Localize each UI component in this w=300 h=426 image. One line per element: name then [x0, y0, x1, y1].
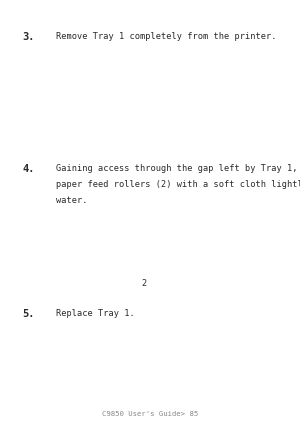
Text: water.: water.: [56, 196, 87, 205]
Text: Gaining access through the gap left by Tray 1, wipe the 3: Gaining access through the gap left by T…: [56, 164, 300, 173]
Text: 4.: 4.: [22, 164, 35, 174]
Text: C9850 User's Guide> 85: C9850 User's Guide> 85: [102, 411, 198, 417]
Text: Replace Tray 1.: Replace Tray 1.: [56, 309, 134, 318]
Text: 3.: 3.: [22, 32, 35, 42]
Text: Remove Tray 1 completely from the printer.: Remove Tray 1 completely from the printe…: [56, 32, 276, 41]
Text: paper feed rollers (2) with a soft cloth lightly moistened with: paper feed rollers (2) with a soft cloth…: [56, 180, 300, 189]
Text: 2: 2: [141, 279, 147, 288]
Text: 5.: 5.: [22, 309, 35, 319]
